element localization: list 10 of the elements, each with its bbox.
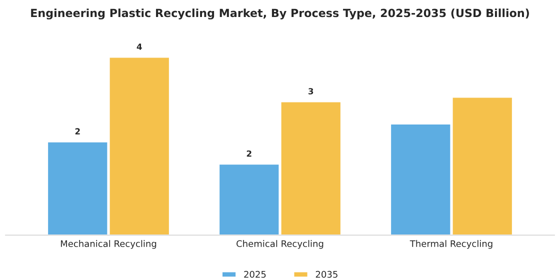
- data-label: 2: [246, 150, 252, 157]
- data-label: 3: [308, 88, 314, 94]
- x-tick-label: Thermal Recycling: [410, 240, 492, 249]
- legend-label: 2035: [316, 270, 338, 278]
- chart-title: Engineering Plastic Recycling Market, By Process Type, 2025-2035 (USD Billion): [31, 8, 529, 20]
- x-tick-label: Mechanical Recycling: [60, 240, 156, 249]
- legend-label: 2025: [244, 270, 266, 278]
- x-tick-label: Chemical Recycling: [236, 240, 324, 249]
- data-label: 2: [75, 128, 80, 134]
- data-label: 4: [136, 44, 142, 50]
